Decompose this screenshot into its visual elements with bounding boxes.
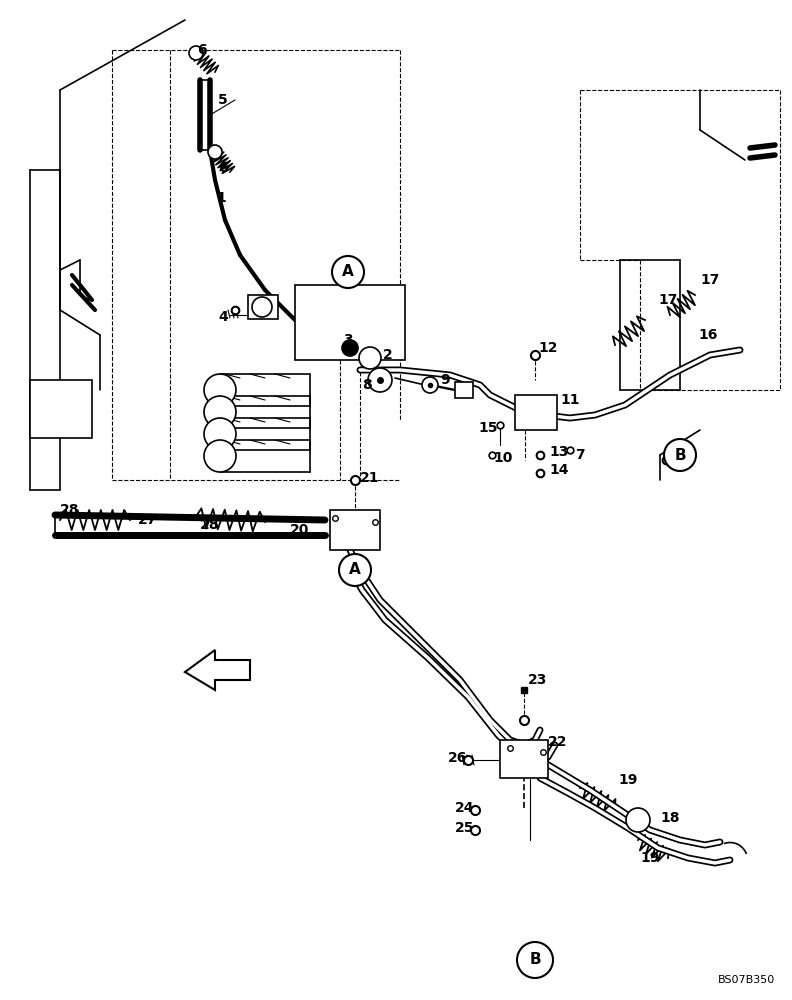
Bar (30, 380, 92, 438)
Text: 16: 16 (698, 328, 718, 342)
Text: 28: 28 (60, 503, 79, 517)
Text: 27: 27 (138, 513, 158, 527)
Text: 9: 9 (440, 373, 450, 387)
Text: 18: 18 (660, 811, 680, 825)
Text: 8: 8 (362, 378, 371, 392)
Text: 15: 15 (478, 421, 497, 435)
Bar (248, 295, 278, 319)
Circle shape (626, 808, 650, 832)
Bar (455, 382, 473, 398)
Circle shape (422, 377, 438, 393)
Circle shape (342, 340, 358, 356)
Circle shape (189, 46, 203, 60)
Text: 2: 2 (383, 348, 393, 362)
Text: 11: 11 (560, 393, 580, 407)
Text: 19: 19 (618, 773, 638, 787)
Text: 12: 12 (538, 341, 558, 355)
Bar (515, 395, 557, 430)
Circle shape (359, 347, 381, 369)
Text: A: A (342, 264, 354, 279)
Text: 24: 24 (455, 801, 474, 815)
Text: 1: 1 (216, 191, 226, 205)
Text: 21: 21 (360, 471, 379, 485)
Text: 25: 25 (455, 821, 474, 835)
Circle shape (339, 554, 371, 586)
Text: 20: 20 (290, 523, 310, 537)
Circle shape (332, 256, 364, 288)
Text: 19: 19 (640, 851, 660, 865)
Text: 14: 14 (549, 463, 569, 477)
Text: 26: 26 (448, 751, 467, 765)
Circle shape (204, 396, 236, 428)
Text: 17: 17 (700, 273, 719, 287)
Circle shape (204, 418, 236, 450)
Text: 10: 10 (493, 451, 512, 465)
Circle shape (664, 439, 696, 471)
Text: BS07B350: BS07B350 (718, 975, 775, 985)
Text: 3: 3 (343, 333, 352, 347)
Circle shape (204, 440, 236, 472)
Text: 22: 22 (548, 735, 568, 749)
Circle shape (208, 145, 222, 159)
Text: 23: 23 (528, 673, 547, 687)
Bar (330, 510, 380, 550)
Text: 6: 6 (197, 43, 207, 57)
Circle shape (368, 368, 392, 392)
Text: 4: 4 (218, 310, 228, 324)
Bar (295, 285, 405, 360)
Text: 17: 17 (658, 293, 677, 307)
Text: 6: 6 (218, 161, 227, 175)
Polygon shape (185, 650, 250, 690)
Text: 5: 5 (218, 93, 228, 107)
Text: 7: 7 (575, 448, 584, 462)
Text: A: A (349, 562, 361, 578)
Circle shape (252, 297, 272, 317)
Text: B: B (529, 952, 541, 968)
Text: 28: 28 (200, 518, 219, 532)
Circle shape (204, 374, 236, 406)
Text: 13: 13 (549, 445, 569, 459)
Text: B: B (674, 448, 686, 462)
Bar (500, 740, 548, 778)
Circle shape (517, 942, 553, 978)
